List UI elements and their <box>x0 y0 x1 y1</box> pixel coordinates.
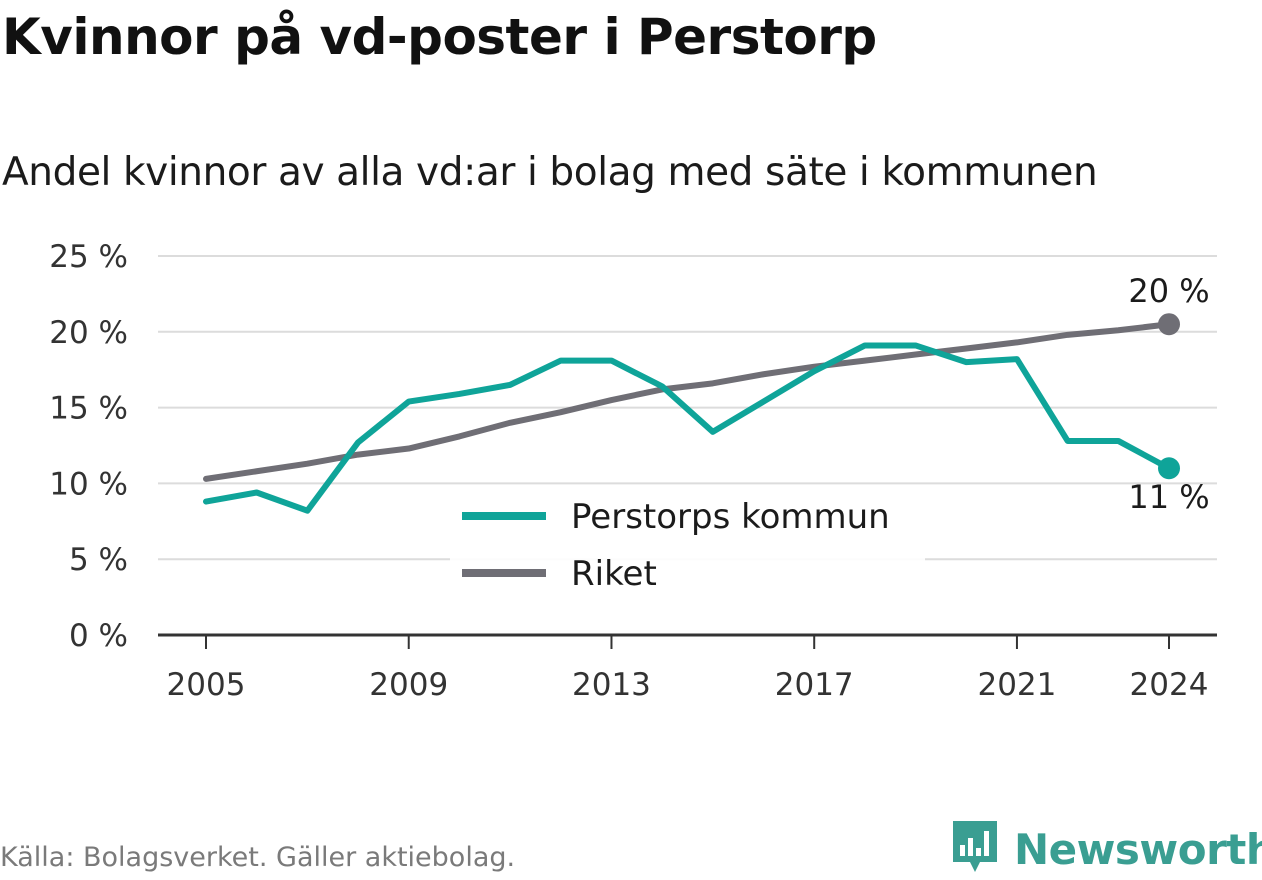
x-tick-label: 2021 <box>977 667 1056 703</box>
legend-label: Perstorps kommun <box>571 497 890 537</box>
legend-background <box>450 485 925 610</box>
x-tick-label: 2009 <box>369 667 448 703</box>
chart-subtitle: Andel kvinnor av alla vd:ar i bolag med … <box>2 150 1098 195</box>
source-note: Källa: Bolagsverket. Gäller aktiebolag. <box>0 842 516 873</box>
end-value-label: 11 % <box>1128 478 1209 516</box>
end-point-marker <box>1158 457 1180 480</box>
brand-logo[interactable]: Newsworthy <box>950 818 1262 880</box>
chart-title: Kvinnor på vd-poster i Perstorp <box>2 8 877 66</box>
x-tick-label: 2017 <box>775 667 854 703</box>
series: 20 % 11 % <box>203 272 1210 516</box>
newsworthy-logo-icon <box>950 818 1000 880</box>
end-value-label: 20 % <box>1128 272 1209 310</box>
brand-name: Newsworthy <box>1014 824 1262 874</box>
y-tick-label: 15 % <box>49 391 128 427</box>
x-tick-label: 2024 <box>1130 667 1209 703</box>
series-line <box>203 321 1172 482</box>
x-tick-label: 2013 <box>572 667 651 703</box>
y-tick-label: 10 % <box>49 466 128 502</box>
end-point-marker <box>1158 313 1180 336</box>
legend: Perstorps kommun Riket <box>450 485 925 610</box>
y-tick-label: 20 % <box>49 315 128 351</box>
series-line <box>203 342 1172 514</box>
y-tick-label: 0 % <box>69 618 128 654</box>
y-tick-label: 25 % <box>49 239 128 275</box>
axes: 0 % 5 % 10 % 15 % 20 % 25 % 2005 2009 2013 2017 20… <box>49 239 1217 703</box>
x-tick-label: 2005 <box>167 667 246 703</box>
legend-label: Riket <box>571 554 657 594</box>
y-tick-label: 5 % <box>69 542 128 578</box>
